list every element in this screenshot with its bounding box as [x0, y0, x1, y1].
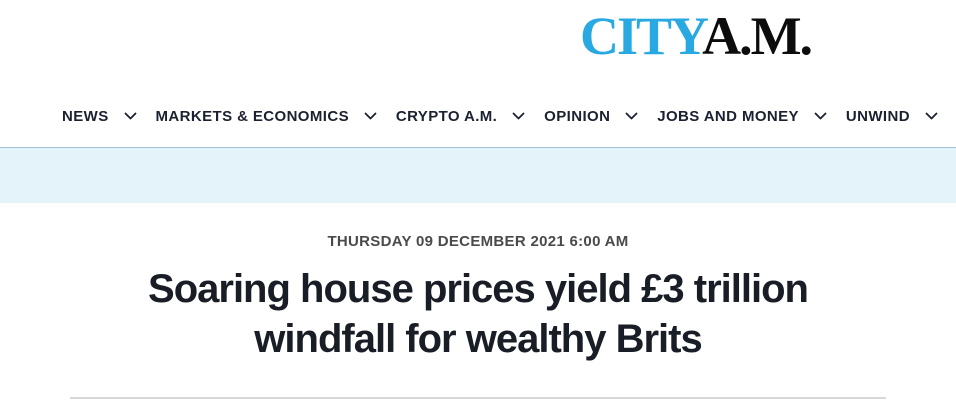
- article-timestamp: THURSDAY 09 DECEMBER 2021 6:00 AM: [327, 233, 629, 250]
- headline-line-1: Soaring house prices yield £3 trillion: [148, 267, 809, 311]
- nav-item-label: UNWIND: [845, 107, 910, 125]
- chevron-down-icon: [364, 112, 377, 120]
- content-divider: [70, 397, 886, 399]
- chevron-down-icon: [625, 112, 638, 120]
- article-headline: Soaring house prices yield £3 trillion w…: [48, 264, 908, 364]
- headline-line-2: windfall for wealthy Brits: [254, 317, 702, 361]
- nav-item-markets-economics[interactable]: MARKETS & ECONOMICS: [156, 108, 377, 125]
- article-head: THURSDAY 09 DECEMBER 2021 6:00 AM Soarin…: [0, 233, 956, 399]
- nav-item-label: NEWS: [62, 107, 109, 125]
- brand-logo[interactable]: CITYA.M.: [580, 6, 813, 66]
- chevron-down-icon: [512, 112, 525, 120]
- chevron-down-icon: [925, 112, 938, 120]
- main-nav: NEWS MARKETS & ECONOMICS CRYPTO A.M. OPI…: [62, 101, 938, 131]
- nav-item-news[interactable]: NEWS: [62, 108, 137, 125]
- chevron-down-icon: [814, 112, 827, 120]
- nav-item-label: CRYPTO A.M.: [395, 107, 498, 125]
- banner-strip: [0, 147, 956, 203]
- brand-logo-city: CITY: [580, 6, 704, 66]
- nav-item-crypto-am[interactable]: CRYPTO A.M.: [396, 108, 525, 125]
- nav-item-label: JOBS AND MONEY: [657, 107, 799, 125]
- nav-item-unwind[interactable]: UNWIND: [846, 108, 938, 125]
- brand-logo-am: A.M.: [702, 6, 813, 66]
- chevron-down-icon: [124, 112, 137, 120]
- site-header: CITYA.M. NEWS MARKETS & ECONOMICS CRYPTO…: [0, 0, 956, 147]
- nav-item-label: MARKETS & ECONOMICS: [155, 107, 349, 125]
- nav-item-label: OPINION: [544, 107, 611, 125]
- nav-item-jobs-and-money[interactable]: JOBS AND MONEY: [657, 108, 827, 125]
- nav-item-opinion[interactable]: OPINION: [544, 108, 638, 125]
